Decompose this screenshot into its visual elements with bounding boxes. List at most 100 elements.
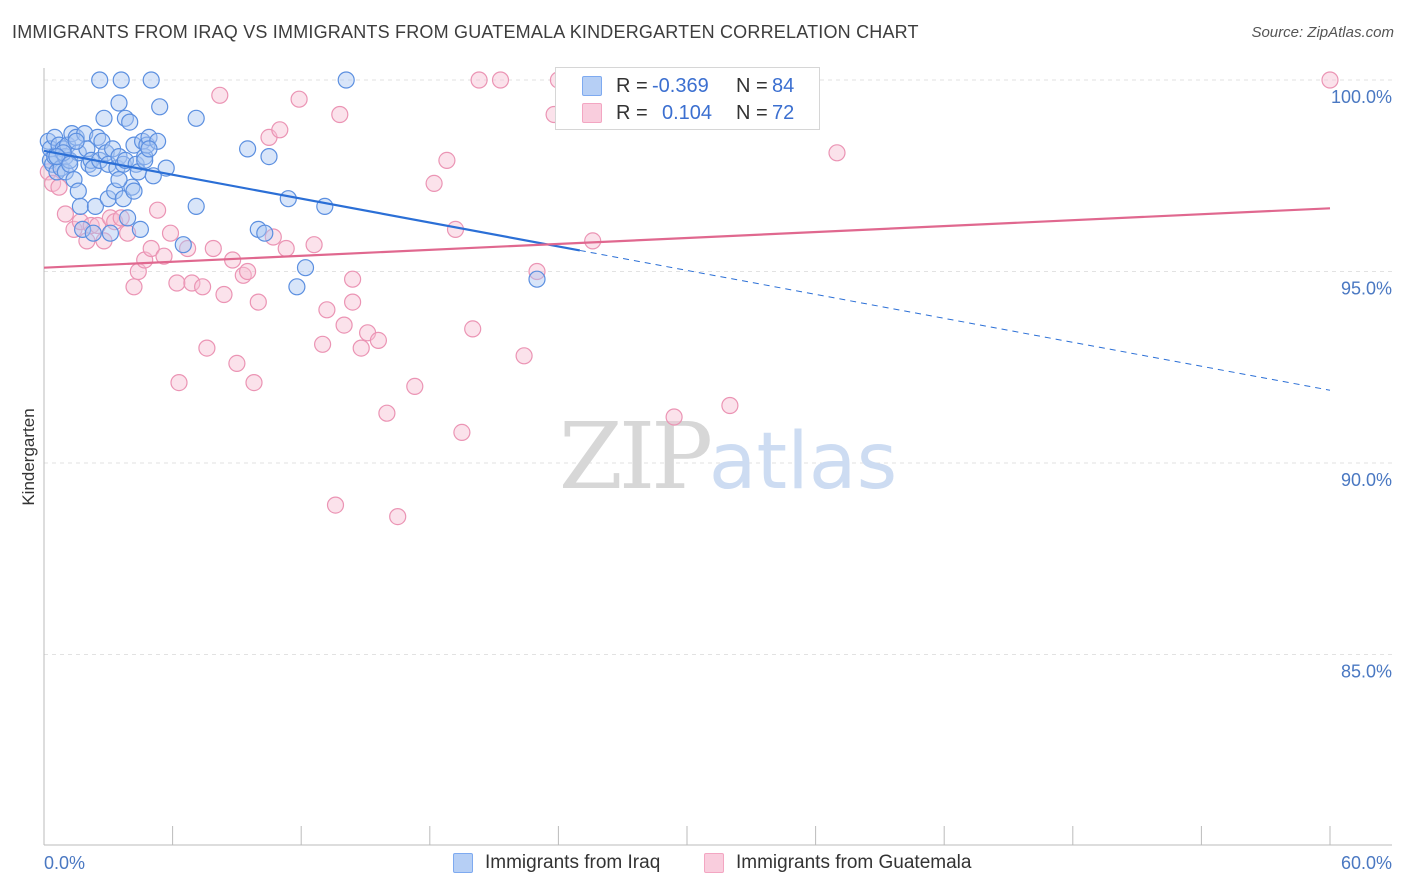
guatemala-point	[249, 293, 267, 311]
guatemala-point	[335, 316, 353, 334]
guatemala-point	[453, 423, 471, 441]
guatemala-point	[194, 278, 212, 296]
guatemala-point	[211, 86, 229, 104]
guatemala-point	[470, 71, 488, 89]
guatemala-point	[665, 408, 683, 426]
iraq-point	[101, 224, 120, 242]
iraq-point	[256, 224, 274, 242]
guatemala-point	[314, 335, 332, 353]
iraq-point	[91, 71, 109, 89]
guatemala-point	[344, 293, 362, 311]
iraq-point	[260, 148, 278, 166]
guatemala-point	[305, 236, 323, 254]
legend-n-label: N =	[736, 75, 768, 97]
guatemala-point	[204, 239, 222, 258]
y-tick-label: 95.0%	[1341, 279, 1392, 299]
guatemala-point	[352, 339, 370, 357]
legend-swatch-guatemala	[582, 103, 602, 123]
axes	[43, 68, 1392, 846]
iraq-point	[73, 220, 92, 238]
y-tick-label: 90.0%	[1341, 470, 1392, 490]
y-axis-label: Kindergarten	[19, 408, 38, 505]
source-label: Source: ZipAtlas.com	[1251, 24, 1394, 41]
guatemala-point	[425, 174, 443, 192]
axis-labels: 100.0% 95.0% 90.0% 85.0% 0.0% 60.0% Kindergart…	[19, 87, 1392, 873]
watermark: ZIP atlas	[559, 403, 897, 510]
guatemala-point	[155, 247, 173, 265]
guatemala-point	[318, 301, 336, 319]
iraq-point	[296, 259, 315, 277]
guatemala-point	[1321, 71, 1339, 89]
guatemala-point	[271, 121, 289, 139]
iraq-point	[110, 94, 128, 112]
stats-legend: R = -0.369 N = 84 R = 0.104 N = 72	[555, 67, 820, 130]
iraq-point	[316, 197, 334, 215]
iraq-point	[288, 278, 306, 296]
guatemala-point	[245, 374, 263, 392]
guatemala-point	[50, 178, 68, 196]
guatemala-point	[438, 151, 456, 169]
trend-lines	[43, 149, 1331, 391]
iraq-point	[142, 71, 160, 89]
guatemala-point	[406, 377, 424, 395]
iraq-point	[528, 270, 546, 288]
legend-n-label: N =	[736, 102, 768, 124]
iraq-point	[95, 109, 113, 127]
iraq-point	[84, 224, 102, 242]
series-swatch-iraq	[453, 853, 473, 873]
guatemala-point	[264, 228, 282, 246]
guatemala-point	[491, 71, 510, 89]
x-tick-label: 60.0%	[1341, 853, 1392, 873]
guatemala-point	[326, 496, 345, 514]
chart-title: IMMIGRANTS FROM IRAQ VS IMMIGRANTS FROM …	[12, 22, 919, 42]
guatemala-point	[112, 209, 130, 227]
legend-n-value: 72	[772, 102, 795, 124]
guatemala-point	[149, 201, 167, 219]
iraq-point	[112, 71, 130, 89]
iraq-point	[86, 197, 105, 215]
guatemala-point	[378, 404, 396, 422]
iraq-point	[140, 140, 158, 158]
iraq-point	[131, 220, 149, 238]
guatemala-point	[170, 374, 188, 392]
gridlines	[44, 79, 1392, 655]
y-tick-label: 85.0%	[1341, 662, 1392, 682]
guatemala-point	[277, 239, 295, 258]
guatemala-point	[584, 232, 602, 250]
iraq-point	[69, 182, 87, 200]
guatemala-point	[125, 278, 143, 296]
legend-r-value: -0.369	[652, 75, 709, 97]
series-label-guatemala: Immigrants from Guatemala	[736, 852, 972, 873]
guatemala-point	[142, 239, 160, 258]
legend-r-value: 0.104	[662, 102, 713, 124]
iraq-point	[337, 71, 355, 89]
iraq-trend-extension	[579, 249, 1331, 391]
legend-r-label: R =	[616, 75, 648, 97]
guatemala-point	[56, 205, 75, 223]
legend-n-value: 84	[772, 75, 795, 97]
guatemala-trend-line	[43, 207, 1331, 269]
iraq-point	[61, 155, 79, 173]
x-tick-label: 0.0%	[44, 853, 85, 873]
iraq-points	[39, 71, 546, 296]
guatemala-point	[183, 274, 201, 292]
guatemala-point	[161, 224, 180, 242]
guatemala-point	[239, 262, 257, 281]
guatemala-point	[721, 396, 739, 415]
guatemala-point	[389, 507, 407, 526]
guatemala-point	[215, 285, 233, 304]
iraq-point	[110, 171, 128, 189]
guatemala-point	[344, 270, 362, 288]
iraq-point	[67, 132, 85, 150]
watermark-atlas: atlas	[709, 417, 898, 507]
guatemala-point	[369, 331, 387, 349]
iraq-point	[71, 197, 90, 215]
guatemala-point	[828, 144, 846, 162]
y-tick-label: 100.0%	[1331, 87, 1392, 107]
guatemala-point	[198, 339, 216, 357]
iraq-point	[187, 197, 205, 215]
iraq-point	[125, 182, 143, 200]
guatemala-point	[331, 105, 349, 124]
legend-swatch-iraq	[582, 76, 602, 96]
